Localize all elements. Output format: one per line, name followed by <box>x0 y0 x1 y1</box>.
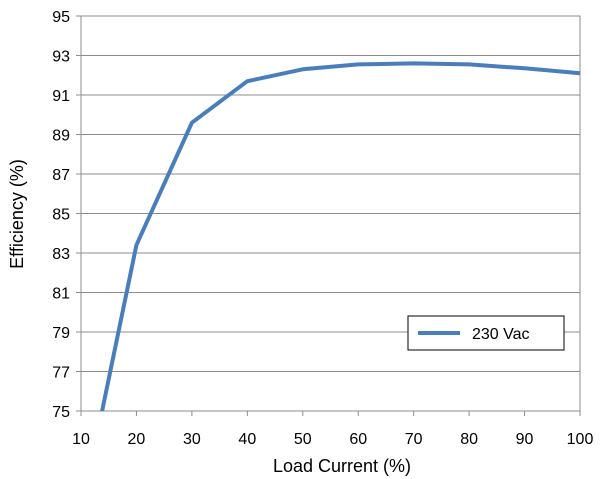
legend-label: 230 Vac <box>472 326 530 343</box>
y-tick-label: 85 <box>52 207 70 224</box>
x-tick-label: 20 <box>128 431 146 448</box>
y-axis-ticks: 75 77 79 81 83 85 87 89 91 93 95 <box>52 9 81 421</box>
y-tick-label: 95 <box>52 9 70 26</box>
x-axis-ticks: 10 20 30 40 50 60 70 80 90 100 <box>72 411 593 448</box>
x-tick-label: 30 <box>183 431 201 448</box>
x-tick-label: 90 <box>516 431 534 448</box>
y-tick-label: 83 <box>52 246 70 263</box>
y-tick-label: 87 <box>52 167 70 184</box>
x-tick-label: 50 <box>294 431 312 448</box>
y-tick-label: 81 <box>52 286 70 303</box>
x-axis-title: Load Current (%) <box>273 456 411 476</box>
x-tick-label: 10 <box>72 431 90 448</box>
grid-lines <box>81 15 580 412</box>
y-tick-label: 93 <box>52 49 70 66</box>
x-tick-label: 80 <box>460 431 478 448</box>
y-tick-label: 89 <box>52 128 70 145</box>
series-line-0 <box>100 61 581 412</box>
x-tick-label: 60 <box>349 431 367 448</box>
y-tick-label: 77 <box>52 365 70 382</box>
legend: 230 Vac <box>407 315 565 351</box>
y-tick-label: 79 <box>52 325 70 342</box>
x-tick-label: 70 <box>405 431 423 448</box>
y-tick-label: 75 <box>52 404 70 421</box>
x-tick-label: 100 <box>567 431 594 448</box>
x-tick-label: 40 <box>238 431 256 448</box>
y-tick-label: 91 <box>52 88 70 105</box>
series-layer <box>100 61 581 412</box>
y-axis-title: Efficiency (%) <box>7 159 27 269</box>
